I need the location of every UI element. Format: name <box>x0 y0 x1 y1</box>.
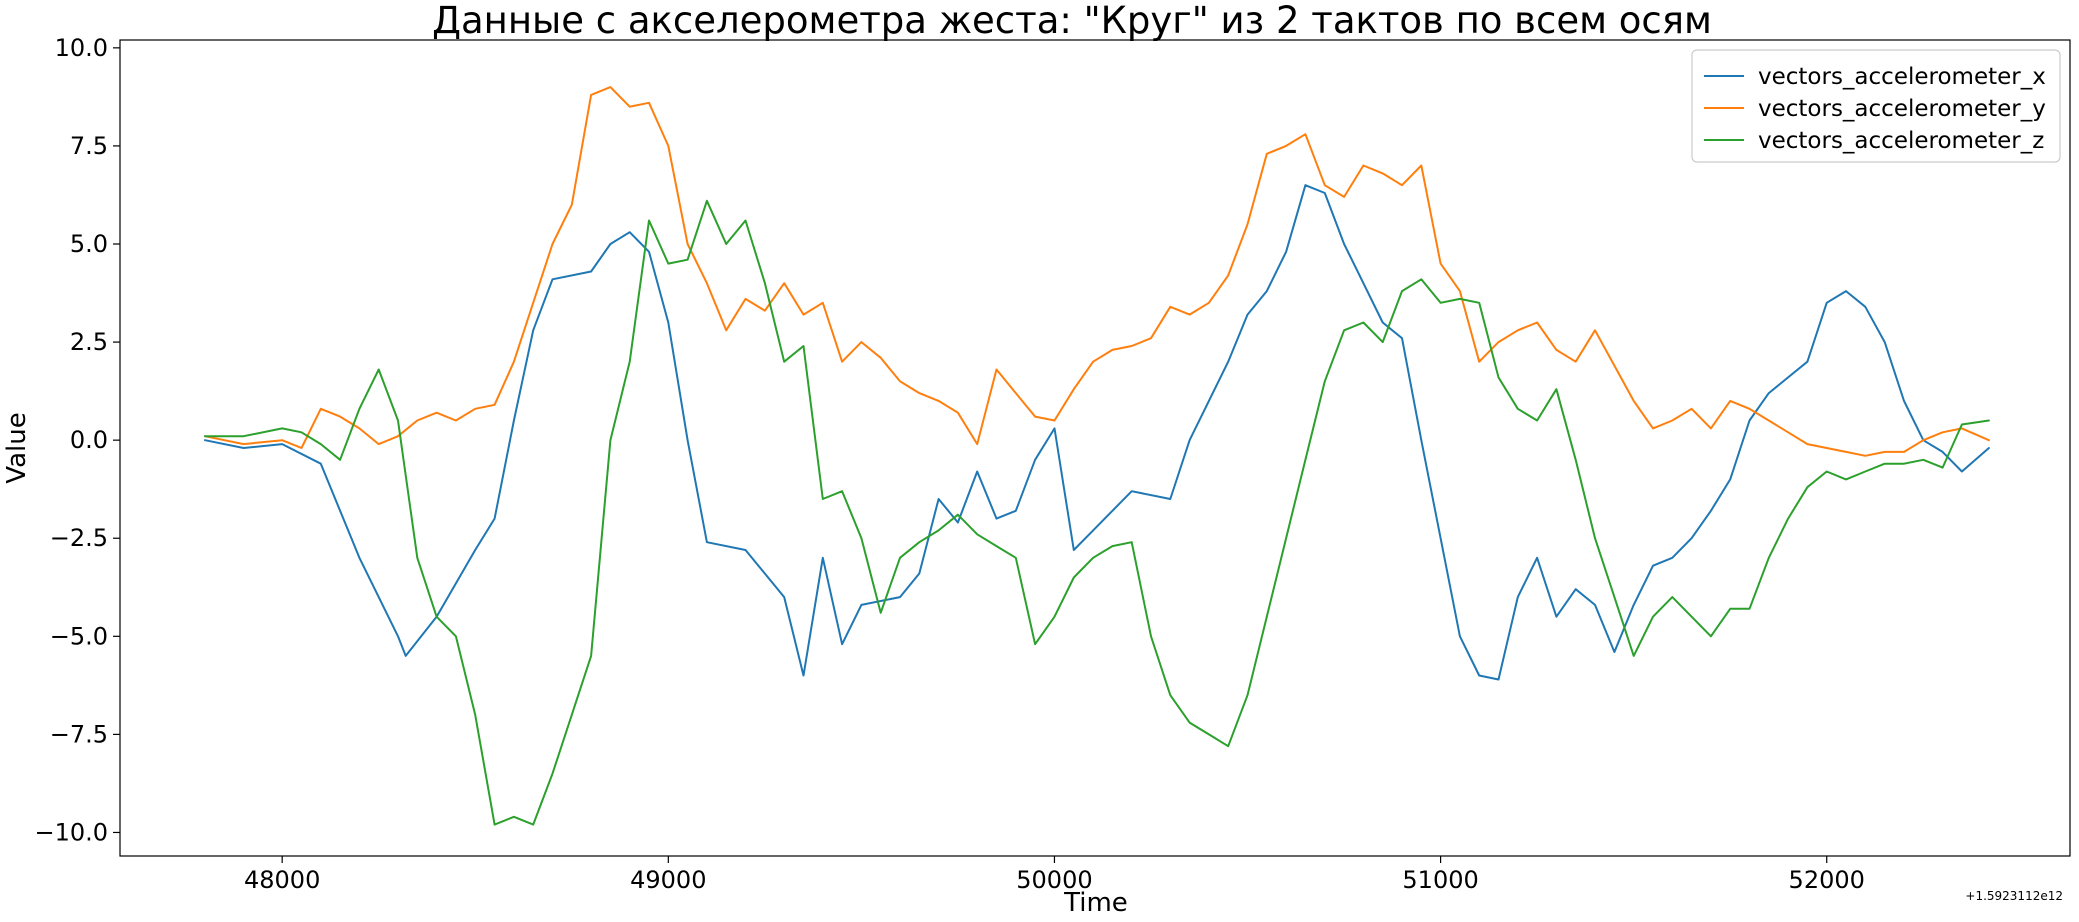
y-tick-label: 7.5 <box>70 132 108 160</box>
y-axis-ticks: 10.0 7.5 5.0 2.5 0.0 −2.5 −5.0 −7.5 −10.0 <box>34 34 120 846</box>
y-tick-label: −2.5 <box>50 524 108 552</box>
legend-entry-label: vectors_accelerometer_x <box>1758 64 2046 90</box>
y-tick-label: −7.5 <box>50 720 108 748</box>
x-axis-offset-label: +1.5923112e12 <box>1965 889 2063 903</box>
series-line-vectors-accelerometer-y <box>204 86 1990 457</box>
y-tick-label: 0.0 <box>70 426 108 454</box>
x-tick-label: 50000 <box>1016 866 1092 894</box>
y-axis-label: Value <box>2 412 32 483</box>
y-tick-label: −10.0 <box>34 818 108 846</box>
y-tick-label: 10.0 <box>55 34 108 62</box>
y-tick-label: 5.0 <box>70 230 108 258</box>
legend: vectors_accelerometer_x vectors_accelerom… <box>1691 49 2061 163</box>
legend-entry-label: vectors_accelerometer_z <box>1758 128 2044 154</box>
x-axis-label: Time <box>1063 888 1128 918</box>
x-tick-label: 49000 <box>630 866 706 894</box>
chart-title: Данные с акселерометра жеста: "Круг" из … <box>432 0 1712 42</box>
x-axis-ticks: 48000 49000 50000 51000 52000 <box>244 856 1865 894</box>
y-tick-label: −5.0 <box>50 622 108 650</box>
y-tick-label: 2.5 <box>70 328 108 356</box>
legend-box <box>1691 49 2061 163</box>
series-line-vectors-accelerometer-z <box>204 199 1990 826</box>
legend-entry-label: vectors_accelerometer_y <box>1758 96 2046 122</box>
plot-area-frame <box>119 39 2071 857</box>
series-line-vectors-accelerometer-x <box>204 184 1990 681</box>
x-tick-label: 51000 <box>1402 866 1478 894</box>
x-tick-label: 52000 <box>1789 866 1865 894</box>
x-tick-label: 48000 <box>244 866 320 894</box>
series-layer <box>204 86 1990 826</box>
